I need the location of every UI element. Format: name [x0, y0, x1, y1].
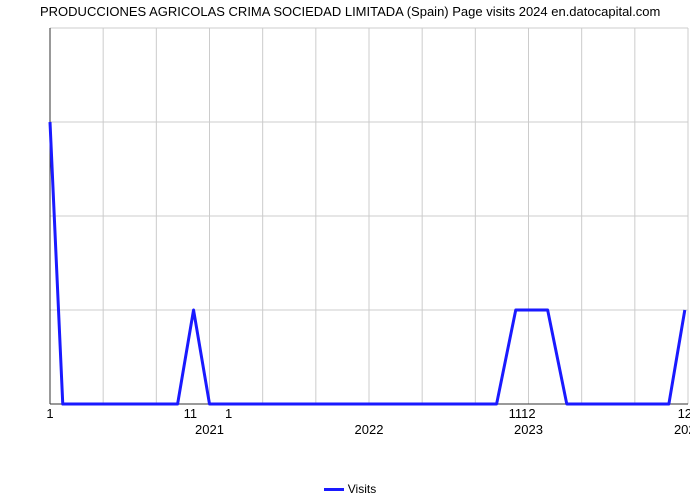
legend-label: Visits	[348, 482, 376, 496]
chart-container: PRODUCCIONES AGRICOLAS CRIMA SOCIEDAD LI…	[0, 0, 700, 500]
svg-text:202: 202	[674, 422, 690, 437]
chart-title: PRODUCCIONES AGRICOLAS CRIMA SOCIEDAD LI…	[40, 4, 660, 19]
svg-text:2021: 2021	[195, 422, 224, 437]
svg-text:11: 11	[184, 406, 198, 421]
svg-text:2022: 2022	[355, 422, 384, 437]
svg-text:1: 1	[46, 406, 53, 421]
svg-text:12: 12	[678, 406, 690, 421]
svg-text:2023: 2023	[514, 422, 543, 437]
svg-text:1112: 1112	[509, 406, 536, 421]
svg-text:1: 1	[225, 406, 232, 421]
legend-swatch	[324, 488, 344, 491]
chart-plot: 012341111111212202120222023202	[40, 24, 690, 444]
chart-legend: Visits	[0, 482, 700, 496]
